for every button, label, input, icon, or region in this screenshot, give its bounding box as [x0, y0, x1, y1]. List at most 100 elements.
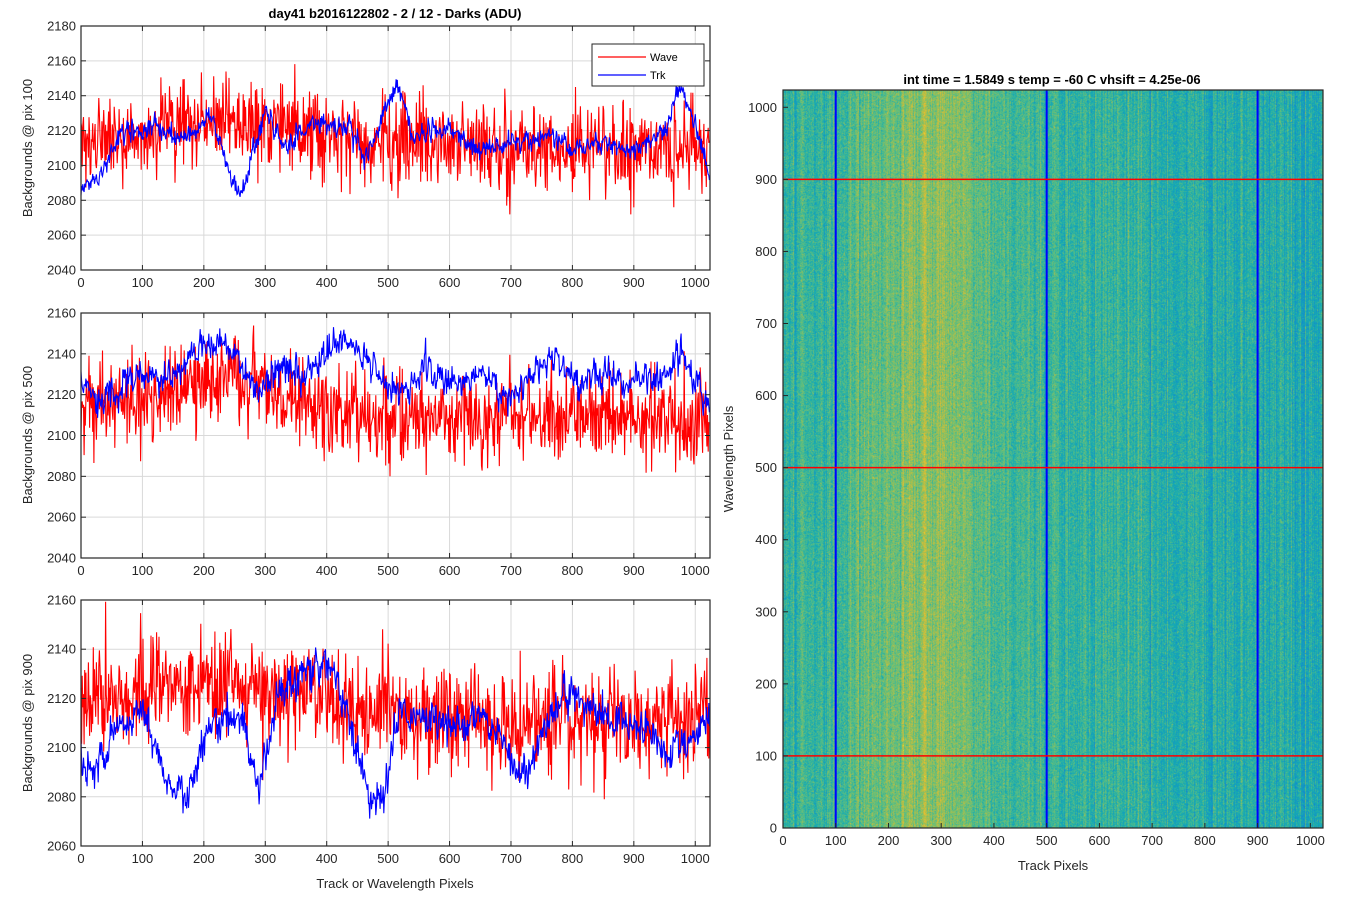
x-tick-label: 600: [1089, 833, 1111, 848]
chart2-series-trk: [80, 327, 710, 418]
x-tick-label: 600: [439, 851, 461, 866]
y-tick-label: 2040: [47, 551, 76, 566]
chart2-ylabel: Backgrounds @ pix 500: [20, 366, 35, 504]
x-tick-label: 900: [623, 851, 645, 866]
x-tick-label: 1000: [681, 851, 710, 866]
x-tick-label: 200: [878, 833, 900, 848]
x-tick-label: 100: [825, 833, 847, 848]
heatmap-axes-box: [782, 89, 1324, 829]
series-line-trk: [80, 327, 710, 418]
x-tick-label: 800: [562, 563, 584, 578]
x-tick-label: 200: [193, 275, 215, 290]
chart3-ticks: 0 100 200 300 400 500 600 700 800 900 1000 2060 2080…: [47, 593, 710, 866]
y-tick-label: 2080: [47, 469, 76, 484]
line-chart-pix-900: 0 100 200 300 400 500 600 700 800 900 1000 2060 2080…: [20, 593, 711, 891]
y-tick-label: 2180: [47, 19, 76, 34]
y-tick-label: 2060: [47, 839, 76, 854]
y-tick-label: 2140: [47, 346, 76, 361]
y-tick-label: 2100: [47, 428, 76, 443]
y-tick-label: 2100: [47, 740, 76, 755]
y-tick-label: 2160: [47, 306, 76, 321]
legend-box: [591, 43, 705, 87]
chart2-series-wave: [80, 325, 710, 477]
x-tick-label: 700: [500, 275, 522, 290]
series-line-trk: [80, 79, 710, 197]
x-tick-label: 300: [254, 563, 276, 578]
chart3-series-trk: [80, 647, 710, 819]
x-tick-label: 900: [1247, 833, 1269, 848]
series-line-wave: [80, 325, 710, 477]
chart1-series-wave: [80, 64, 710, 215]
y-tick-label: 2040: [47, 263, 76, 278]
y-tick-label: 0: [770, 821, 777, 836]
y-tick-label: 1000: [748, 100, 777, 115]
x-tick-label: 400: [983, 833, 1005, 848]
series-line-trk: [80, 647, 710, 819]
x-tick-label: 700: [500, 851, 522, 866]
y-tick-label: 600: [755, 388, 777, 403]
y-tick-label: 2100: [47, 158, 76, 173]
x-tick-label: 0: [77, 563, 84, 578]
x-tick-label: 600: [439, 275, 461, 290]
x-tick-label: 200: [193, 563, 215, 578]
x-tick-label: 900: [623, 275, 645, 290]
x-tick-label: 1000: [1296, 833, 1325, 848]
x-tick-label: 600: [439, 563, 461, 578]
chart1-series-trk: [80, 79, 710, 197]
chart3-xlabel: Track or Wavelength Pixels: [316, 876, 474, 891]
y-tick-label: 2060: [47, 510, 76, 525]
y-tick-label: 2160: [47, 53, 76, 68]
y-tick-label: 700: [755, 316, 777, 331]
heatmap-ylabel: Wavelength Pixels: [721, 405, 736, 512]
x-tick-label: 1000: [681, 563, 710, 578]
x-tick-label: 700: [1141, 833, 1163, 848]
chart3-ylabel: Backgrounds @ pix 900: [20, 654, 35, 792]
heatmap-chart: int time = 1.5849 s temp = -60 C vhsift …: [721, 72, 1325, 873]
x-tick-label: 400: [316, 563, 338, 578]
y-tick-label: 2080: [47, 193, 76, 208]
x-tick-label: 500: [377, 275, 399, 290]
x-tick-label: 800: [562, 275, 584, 290]
x-tick-label: 700: [500, 563, 522, 578]
x-tick-label: 100: [132, 275, 154, 290]
x-tick-label: 0: [779, 833, 786, 848]
y-tick-label: 2060: [47, 228, 76, 243]
y-tick-label: 200: [755, 676, 777, 691]
line-chart-pix-100: day41 b2016122802 - 2 / 12 - Darks (ADU)…: [20, 6, 711, 290]
y-tick-label: 900: [755, 172, 777, 187]
legend-trk-label: Trk: [650, 70, 666, 82]
y-tick-label: 2080: [47, 789, 76, 804]
y-tick-label: 500: [755, 460, 777, 475]
y-tick-label: 2120: [47, 123, 76, 138]
x-tick-label: 400: [316, 851, 338, 866]
chart1-ylabel: Backgrounds @ pix 100: [20, 79, 35, 217]
x-tick-label: 200: [193, 851, 215, 866]
y-tick-label: 2160: [47, 593, 76, 608]
x-tick-label: 500: [1036, 833, 1058, 848]
x-tick-label: 100: [132, 563, 154, 578]
figure-title: day41 b2016122802 - 2 / 12 - Darks (ADU): [269, 6, 522, 21]
chart2-ticks: 0 100 200 300 400 500 600 700 800 900 1000 2040 2060…: [47, 306, 710, 578]
heatmap-title: int time = 1.5849 s temp = -60 C vhsift …: [903, 72, 1200, 87]
heatmap-marker-lines: [783, 90, 1323, 828]
x-tick-label: 400: [316, 275, 338, 290]
x-tick-label: 0: [77, 275, 84, 290]
y-tick-label: 2140: [47, 642, 76, 657]
chart1-legend: Wave Trk: [591, 43, 705, 87]
y-tick-label: 800: [755, 244, 777, 259]
series-line-wave: [80, 601, 710, 800]
x-tick-label: 500: [377, 563, 399, 578]
x-tick-label: 100: [132, 851, 154, 866]
x-tick-label: 1000: [681, 275, 710, 290]
x-tick-label: 300: [254, 851, 276, 866]
heatmap-image: [783, 90, 1323, 828]
x-tick-label: 300: [930, 833, 952, 848]
x-tick-label: 500: [377, 851, 399, 866]
y-tick-label: 2120: [47, 387, 76, 402]
y-tick-label: 100: [755, 748, 777, 763]
y-tick-label: 400: [755, 532, 777, 547]
chart1-ticks: 0 100 200 300 400 500 600 700 800 900 1000 2040 2060…: [47, 19, 710, 290]
legend-wave-label: Wave: [650, 52, 678, 64]
line-chart-pix-500: 0 100 200 300 400 500 600 700 800 900 1000 2040 2060…: [20, 306, 711, 578]
